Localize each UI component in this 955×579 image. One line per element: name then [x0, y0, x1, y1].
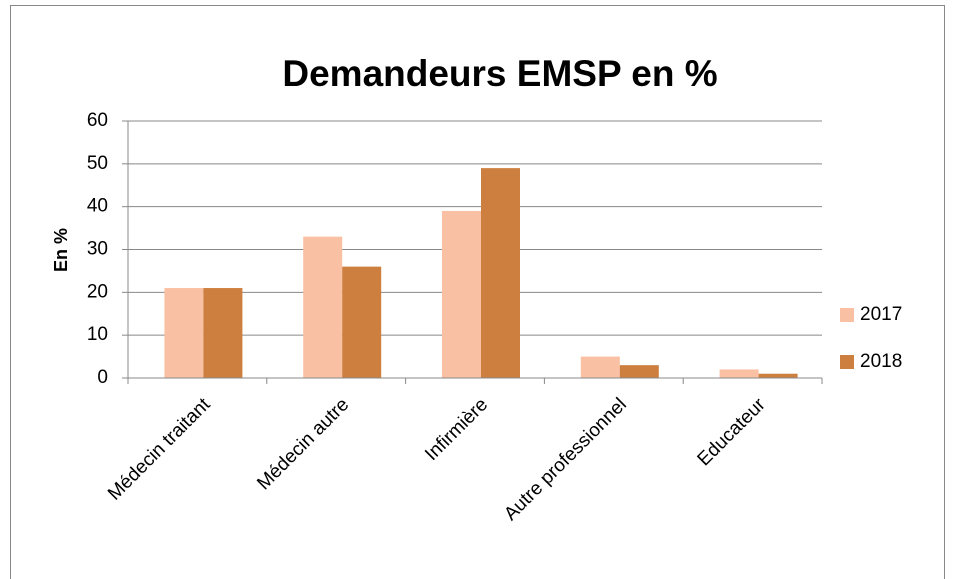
- y-tick-label: 0: [97, 367, 108, 388]
- legend-swatch: [840, 308, 854, 322]
- y-tick-label: 50: [87, 153, 108, 174]
- y-tick-label: 20: [87, 281, 108, 302]
- y-tick-label: 10: [87, 324, 108, 345]
- bar: [580, 356, 620, 378]
- bar: [481, 168, 520, 378]
- bar: [719, 369, 759, 378]
- bar: [203, 288, 243, 378]
- bar: [758, 373, 798, 378]
- bar: [342, 266, 382, 378]
- y-axis-title: En %: [51, 228, 71, 272]
- bar: [303, 236, 343, 378]
- bar: [442, 210, 481, 378]
- legend-label: 2018: [860, 351, 902, 372]
- chart-title: Demandeurs EMSP en %: [282, 53, 717, 94]
- y-tick-label: 30: [87, 239, 108, 260]
- bar: [164, 288, 204, 378]
- bar: [619, 365, 659, 378]
- legend-swatch: [840, 355, 854, 369]
- legend-label: 2017: [860, 304, 902, 325]
- y-tick-label: 60: [87, 110, 108, 131]
- y-tick-label: 40: [87, 196, 108, 217]
